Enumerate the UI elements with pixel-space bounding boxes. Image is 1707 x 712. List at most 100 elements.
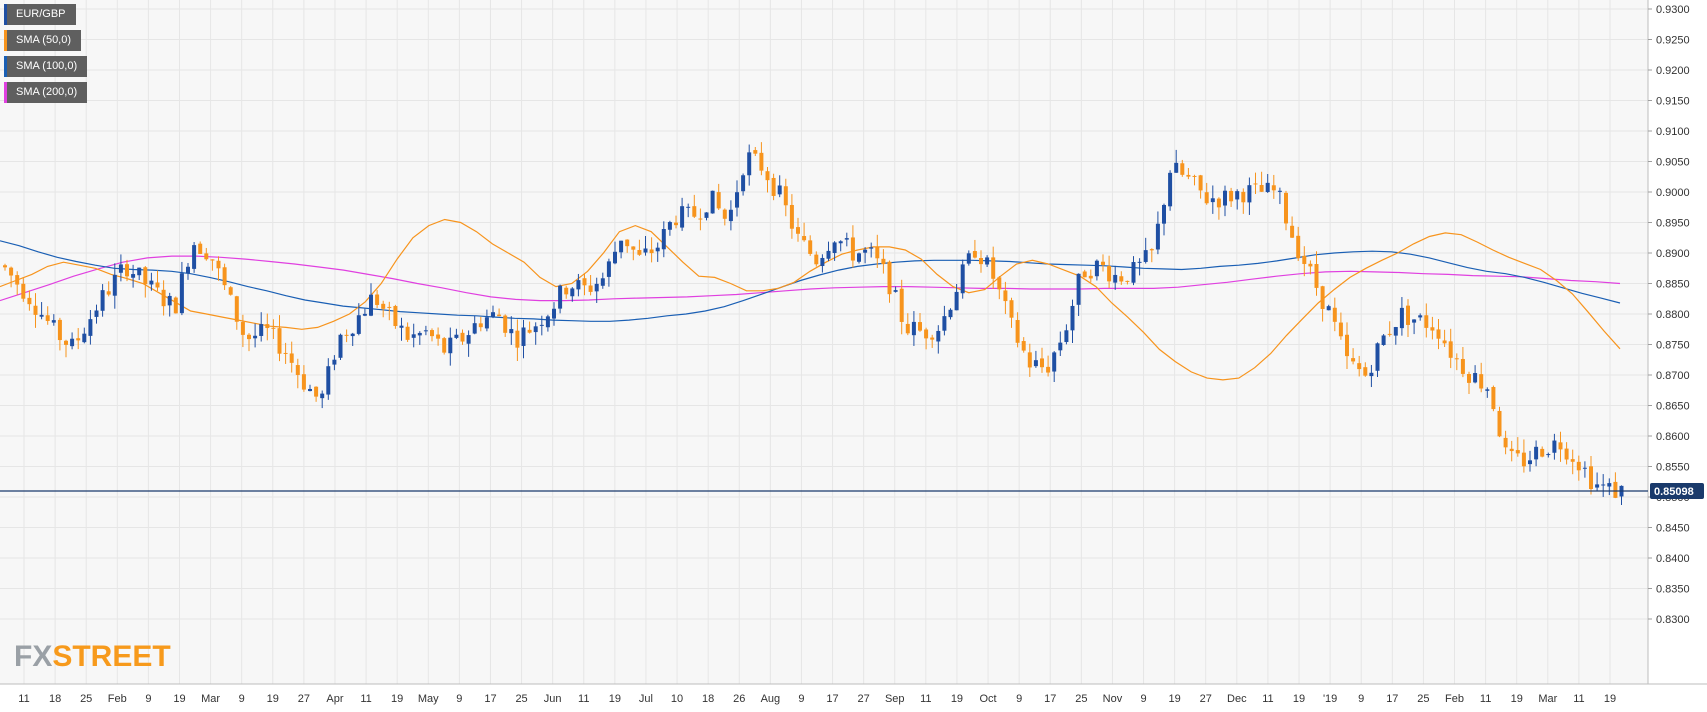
- candle-body: [924, 329, 929, 339]
- candle-body: [765, 171, 770, 181]
- y-tick-label: 0.9150: [1656, 96, 1690, 108]
- candle-body: [558, 285, 563, 309]
- legend: EUR/GBP SMA (50,0) SMA (100,0) SMA (200,…: [4, 4, 88, 108]
- candle-body: [918, 322, 922, 331]
- candle-body: [1454, 358, 1459, 360]
- candle-body: [893, 290, 898, 292]
- y-tick-label: 0.8750: [1656, 340, 1690, 352]
- candle-body: [844, 238, 849, 240]
- candle-body: [1607, 483, 1612, 487]
- candle-body: [1582, 467, 1587, 469]
- candle-body: [57, 319, 62, 341]
- y-tick-label: 0.8900: [1656, 248, 1690, 260]
- x-tick-label: Nov: [1103, 693, 1123, 705]
- candle-body: [344, 334, 349, 336]
- x-tick-label: 11: [1480, 693, 1491, 705]
- candle-body: [442, 338, 447, 353]
- candle-body: [1485, 389, 1490, 391]
- legend-eurgbp[interactable]: EUR/GBP: [4, 4, 76, 25]
- candle-body: [1424, 315, 1429, 328]
- candle-body: [1015, 320, 1020, 343]
- candle-body: [271, 327, 276, 329]
- candle-body: [1094, 260, 1099, 277]
- candle-body: [393, 306, 398, 326]
- candle-body: [686, 206, 691, 208]
- sma-200-line: [0, 255, 1621, 302]
- y-tick-label: 0.9100: [1656, 126, 1690, 138]
- x-tick-label: Sep: [885, 693, 905, 705]
- candle-body: [802, 236, 807, 241]
- candle-body: [1180, 163, 1185, 175]
- candle-body: [1149, 249, 1154, 251]
- candle-body: [1338, 322, 1343, 337]
- candle-body: [1399, 307, 1404, 329]
- candle-body: [82, 333, 87, 343]
- candle-body: [27, 297, 32, 305]
- candle-body: [320, 393, 325, 399]
- candle-body: [375, 294, 380, 305]
- x-tick-label: 18: [702, 693, 714, 705]
- y-tick-label: 0.9250: [1656, 35, 1690, 47]
- time-axis: 11 18 25 Feb 9 19 Mar 9 19 27 Apr 11 19 May 9 17 25 Jun 11…: [18, 693, 1616, 705]
- candle-body: [387, 306, 392, 308]
- candle-body: [503, 315, 508, 333]
- x-tick-label: 11: [1573, 693, 1584, 705]
- candle-body: [143, 267, 148, 285]
- candle-body: [552, 308, 556, 319]
- candle-body: [1601, 484, 1606, 486]
- candle-body: [1192, 175, 1197, 177]
- candle-body: [887, 261, 892, 295]
- x-tick-label: Jun: [544, 693, 562, 705]
- candle-body: [680, 206, 685, 228]
- candle-body: [1589, 466, 1593, 490]
- candle-body: [448, 337, 453, 354]
- candle-body: [1088, 275, 1093, 279]
- y-tick-label: 0.8800: [1656, 309, 1690, 321]
- x-tick-label: 27: [858, 693, 870, 705]
- x-tick-label: 19: [1293, 693, 1305, 705]
- candle-body: [247, 334, 251, 340]
- x-tick-label: 25: [1417, 693, 1429, 705]
- candle-body: [515, 330, 520, 348]
- candle-body: [1546, 454, 1551, 456]
- candle-body: [51, 320, 56, 323]
- candle-body: [228, 287, 233, 295]
- candle-body: [1418, 315, 1423, 318]
- candle-body: [674, 222, 678, 226]
- candle-body: [789, 204, 794, 229]
- y-tick-label: 0.8650: [1656, 401, 1690, 413]
- x-tick-label: 9: [1140, 693, 1146, 705]
- legend-sma-50[interactable]: SMA (50,0): [4, 30, 82, 51]
- y-tick-label: 0.8550: [1656, 462, 1690, 474]
- y-tick-label: 0.9000: [1656, 187, 1690, 199]
- x-tick-label: 25: [80, 693, 92, 705]
- candle-body: [1558, 442, 1563, 450]
- candle-body: [161, 289, 166, 307]
- candle-body: [1302, 255, 1307, 264]
- candle-body: [1412, 319, 1417, 323]
- y-tick-label: 0.8950: [1656, 218, 1690, 230]
- current-price-label: 0.85098: [1654, 486, 1694, 498]
- legend-sma-100[interactable]: SMA (100,0): [4, 56, 88, 77]
- x-tick-label: Oct: [979, 693, 996, 705]
- candle-body: [265, 324, 270, 329]
- price-axis: 0.9300 0.9250 0.9200 0.9150 0.9100 0.9050 0.90…: [1648, 4, 1690, 626]
- current-price-tag: [1650, 483, 1704, 500]
- candle-body: [527, 329, 532, 333]
- x-tick-label: 19: [1604, 693, 1616, 705]
- candle-body: [33, 305, 38, 315]
- legend-swatch: [4, 56, 7, 77]
- candle-body: [643, 248, 648, 253]
- sma-lines: [0, 218, 1621, 381]
- candle-body: [1259, 185, 1264, 192]
- candle-body: [1186, 174, 1191, 177]
- legend-sma-200[interactable]: SMA (200,0): [4, 82, 88, 103]
- candle-body: [173, 297, 178, 314]
- candle-body: [1143, 250, 1148, 262]
- candle-body: [1235, 191, 1240, 200]
- candle-body: [1168, 172, 1173, 207]
- legend-label: SMA (50,0): [16, 34, 72, 46]
- candle-body: [838, 241, 843, 244]
- candle-body: [1320, 286, 1325, 309]
